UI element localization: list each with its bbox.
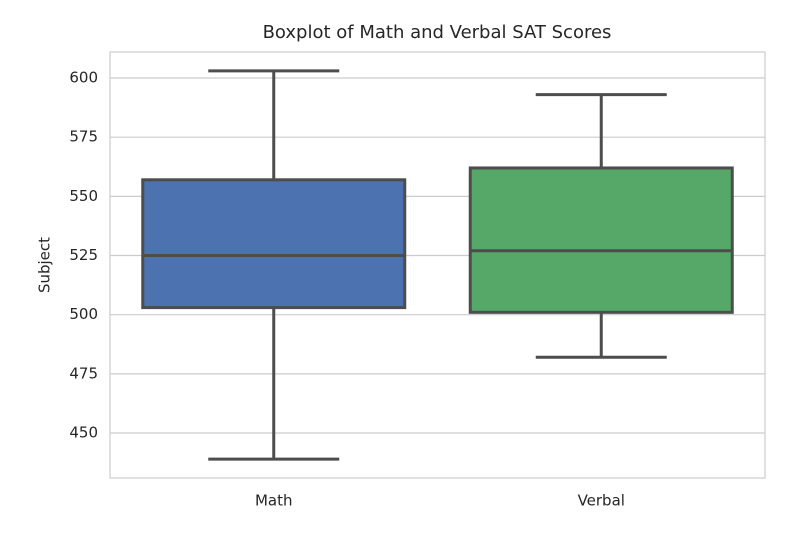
x-tick-label: Math xyxy=(255,492,293,510)
y-tick-label: 450 xyxy=(69,424,98,442)
y-tick-label: 475 xyxy=(69,364,98,382)
y-tick-label: 600 xyxy=(69,69,98,87)
chart-title: Boxplot of Math and Verbal SAT Scores xyxy=(263,22,612,43)
y-tick-label: 525 xyxy=(69,246,98,264)
y-tick-label: 500 xyxy=(69,305,98,323)
box xyxy=(468,166,734,314)
y-axis-label: Subject xyxy=(36,237,54,293)
y-tick-label: 575 xyxy=(69,128,98,146)
x-tick-label: Verbal xyxy=(578,492,625,510)
box xyxy=(141,178,407,310)
y-tick-label: 550 xyxy=(69,187,98,205)
